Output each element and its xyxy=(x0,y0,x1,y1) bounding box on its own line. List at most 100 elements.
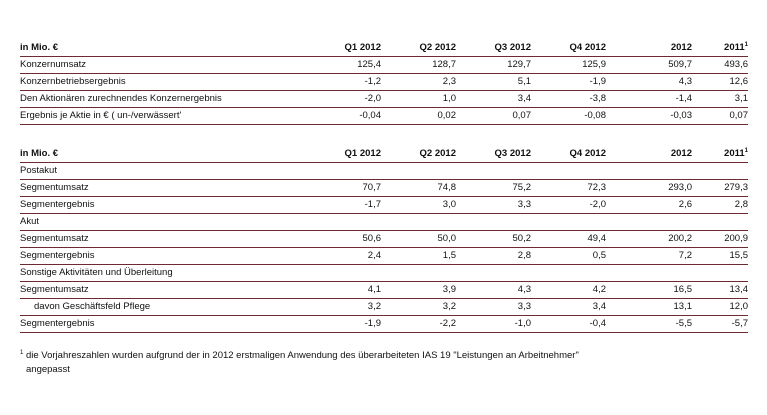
cell: 50,6 xyxy=(362,233,382,244)
section-label: Sonstige Aktivitäten und Überleitung xyxy=(20,267,173,278)
cell: 3,1 xyxy=(734,93,748,104)
table-header-row: in Mio. € Q1 2012 Q2 2012 Q3 2012 Q4 201… xyxy=(20,146,748,163)
footnote-text: die Vorjahreszahlen wurden aufgrund der … xyxy=(25,350,579,362)
cell: -2,0 xyxy=(589,199,606,210)
cell: -1,7 xyxy=(364,199,381,210)
cell: 75,2 xyxy=(512,182,532,193)
cell: 3,4 xyxy=(592,301,606,312)
row-label: Segmentergebnis xyxy=(20,250,95,261)
cell: 13,4 xyxy=(729,284,749,295)
section-label: Akut xyxy=(20,216,40,227)
footnote: 1 die Vorjahreszahlen wurden aufgrund de… xyxy=(20,346,748,377)
cell: 200,9 xyxy=(724,233,748,244)
cell: 50,0 xyxy=(437,233,457,244)
cell: 3,3 xyxy=(517,199,531,210)
row-label: Segmentumsatz xyxy=(20,284,89,295)
row-label: davon Geschäftsfeld Pflege xyxy=(34,301,151,312)
section-heading: Sonstige Aktivitäten und Überleitung xyxy=(20,265,748,282)
section-label: Postakut xyxy=(20,165,57,176)
cell: 128,7 xyxy=(432,59,456,70)
table-row: Segmentumsatz 4,1 3,9 4,3 4,2 16,5 13,4 xyxy=(20,282,748,299)
cell: -0,03 xyxy=(670,110,692,121)
cell: -1,4 xyxy=(675,93,692,104)
col-header: Q4 2012 xyxy=(569,42,606,53)
cell: 493,6 xyxy=(724,59,748,70)
cell: 50,2 xyxy=(512,233,532,244)
cell: 0,07 xyxy=(729,110,749,121)
cell: 509,7 xyxy=(668,59,692,70)
table-row: Segmentumsatz 70,7 74,8 75,2 72,3 293,0 … xyxy=(20,180,748,197)
table-row: Den Aktionären zurechnendes Konzernergeb… xyxy=(20,91,748,108)
table-row: Segmentergebnis -1,7 3,0 3,3 -2,0 2,6 2,… xyxy=(20,197,748,214)
cell: 12,0 xyxy=(729,301,749,312)
table-row: Segmentergebnis -1,9 -2,2 -1,0 -0,4 -5,5… xyxy=(20,316,748,333)
table-row: Ergebnis je Aktie in € ( un-/verwässert'… xyxy=(20,108,748,125)
cell: 2,6 xyxy=(678,199,692,210)
cell: 4,1 xyxy=(367,284,381,295)
segment-table: in Mio. € Q1 2012 Q2 2012 Q3 2012 Q4 201… xyxy=(20,146,748,333)
cell: 49,4 xyxy=(587,233,607,244)
row-label: Konzernbetriebsergebnis xyxy=(20,76,126,87)
cell: 7,2 xyxy=(678,250,692,261)
row-label: Segmentumsatz xyxy=(20,182,89,193)
cell: 70,7 xyxy=(362,182,382,193)
cell: 200,2 xyxy=(668,233,692,244)
col-header: 20111 xyxy=(724,147,748,159)
cell: -2,2 xyxy=(439,318,456,329)
cell: 5,1 xyxy=(517,76,531,87)
cell: 1,0 xyxy=(442,93,456,104)
cell: -5,7 xyxy=(731,318,748,329)
table-row: davon Geschäftsfeld Pflege 3,2 3,2 3,3 3… xyxy=(20,299,748,316)
row-label: Konzernumsatz xyxy=(20,59,87,70)
cell: -1,2 xyxy=(364,76,381,87)
table-row: Segmentergebnis 2,4 1,5 2,8 0,5 7,2 15,5 xyxy=(20,248,748,265)
cell: 3,4 xyxy=(517,93,531,104)
cell: 4,3 xyxy=(678,76,692,87)
cell: 74,8 xyxy=(437,182,457,193)
col-header: 2012 xyxy=(670,148,692,159)
col-header: 20111 xyxy=(724,41,748,53)
col-header: Q4 2012 xyxy=(569,148,606,159)
col-header: Q3 2012 xyxy=(494,148,531,159)
table-row: Konzernbetriebsergebnis -1,2 2,3 5,1 -1,… xyxy=(20,74,748,91)
cell: -1,0 xyxy=(514,318,531,329)
cell: 3,0 xyxy=(442,199,456,210)
cell: 3,9 xyxy=(442,284,456,295)
table-row: Segmentumsatz 50,6 50,0 50,2 49,4 200,2 … xyxy=(20,231,748,248)
col-header: 2012 xyxy=(670,42,692,53)
row-label: Ergebnis je Aktie in € ( un-/verwässert' xyxy=(20,110,182,121)
cell: 3,2 xyxy=(367,301,381,312)
cell: -0,04 xyxy=(359,110,381,121)
footnote-line: angepasst xyxy=(20,363,748,377)
row-label: Segmentumsatz xyxy=(20,233,89,244)
row-label: Segmentergebnis xyxy=(20,199,95,210)
cell: 1,5 xyxy=(442,250,456,261)
cell: 16,5 xyxy=(673,284,693,295)
cell: -1,9 xyxy=(364,318,381,329)
unit-label: in Mio. € xyxy=(20,42,58,53)
cell: -2,0 xyxy=(364,93,381,104)
cell: 293,0 xyxy=(668,182,692,193)
cell: 125,4 xyxy=(357,59,381,70)
cell: 0,5 xyxy=(592,250,606,261)
cell: 2,8 xyxy=(517,250,531,261)
unit-label: in Mio. € xyxy=(20,148,58,159)
row-label: Segmentergebnis xyxy=(20,318,95,329)
footnote-mark: 1 xyxy=(20,350,24,356)
cell: 129,7 xyxy=(507,59,531,70)
cell: 12,6 xyxy=(729,76,749,87)
cell: 72,3 xyxy=(587,182,607,193)
cell: -0,4 xyxy=(589,318,606,329)
cell: 3,3 xyxy=(517,301,531,312)
row-label: Den Aktionären zurechnendes Konzernergeb… xyxy=(20,93,222,104)
footnote-text: angepasst xyxy=(26,364,70,376)
cell: -1,9 xyxy=(589,76,606,87)
cell: 2,3 xyxy=(442,76,456,87)
cell: 2,8 xyxy=(734,199,748,210)
col-header: Q2 2012 xyxy=(419,42,456,53)
cell: 2,4 xyxy=(367,250,381,261)
cell: 3,2 xyxy=(442,301,456,312)
col-header: Q2 2012 xyxy=(419,148,456,159)
cell: 279,3 xyxy=(724,182,748,193)
cell: -3,8 xyxy=(589,93,606,104)
